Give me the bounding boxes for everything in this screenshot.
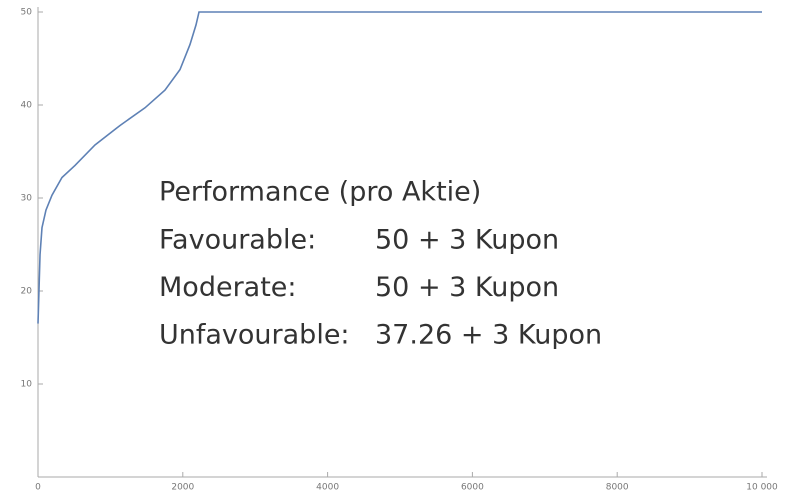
x-tick-label: 10 000 (746, 483, 778, 493)
annotation-label: Favourable: (159, 225, 316, 256)
x-tick-label: 0 (35, 483, 41, 493)
y-tick-label: 20 (21, 287, 33, 297)
line (37, 11, 762, 324)
annotation-label: Moderate: (159, 272, 297, 303)
y-tick-label: 30 (21, 194, 33, 204)
x-tick-label: 2000 (171, 483, 194, 493)
x-tick-label: 6000 (461, 483, 484, 493)
x-tick-label: 8000 (606, 483, 629, 493)
annotation-value: 50 + 3 Kupon (375, 272, 559, 303)
annotation-value: 37.26 + 3 Kupon (375, 320, 602, 351)
annotation-title: Performance (pro Aktie) (159, 177, 481, 208)
x-tick-label: 4000 (316, 483, 339, 493)
y-tick-label: 40 (21, 101, 33, 111)
annotation-label: Unfavourable: (159, 320, 350, 351)
y-tick-label: 50 (21, 8, 33, 18)
annotation-value: 50 + 3 Kupon (375, 225, 559, 256)
y-tick-label: 10 (21, 380, 33, 390)
